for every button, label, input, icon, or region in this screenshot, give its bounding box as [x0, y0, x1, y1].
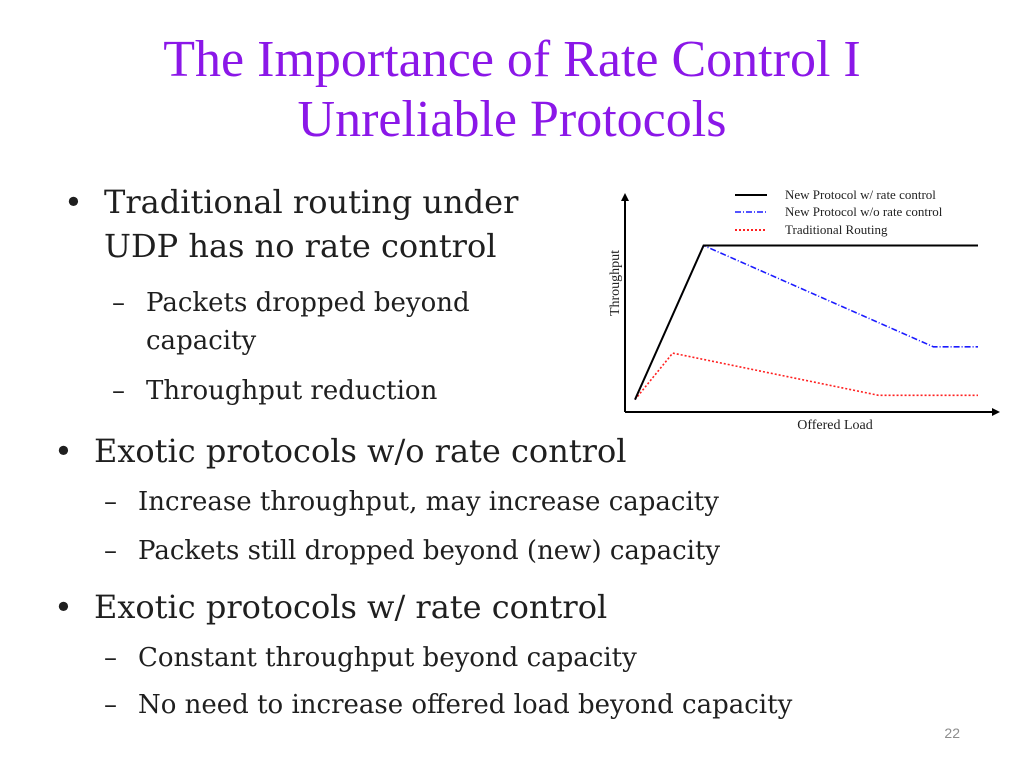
- legend: New Protocol w/ rate control New Protoco…: [735, 187, 943, 237]
- sub-bullet-item: – Throughput reduction: [112, 372, 438, 410]
- page-number: 22: [944, 725, 960, 741]
- dash-marker: –: [104, 487, 117, 517]
- bullet-item: • Exotic protocols w/ rate control: [54, 585, 608, 629]
- sub-bullet-item: – No need to increase offered load beyon…: [104, 686, 793, 724]
- sub-bullet-item: – Constant throughput beyond capacity: [104, 639, 637, 677]
- x-axis-label: Offered Load: [797, 418, 873, 433]
- sub-bullet-item: – Increase throughput, may increase capa…: [104, 483, 719, 521]
- sub-bullet-text-line: Packets dropped beyond: [146, 288, 470, 318]
- bullet-item: • Traditional routing under UDP has no r…: [64, 180, 519, 268]
- dash-marker: –: [104, 690, 117, 720]
- slide-title-line-1: The Importance of Rate Control I: [163, 31, 861, 88]
- bullet-text-line: Exotic protocols w/ rate control: [94, 588, 608, 626]
- bullet-marker: •: [54, 432, 73, 470]
- sub-bullet-item: – Packets dropped beyond capacity: [112, 284, 470, 360]
- series-lines: [634, 244, 978, 401]
- bullet-text-line: Exotic protocols w/o rate control: [94, 432, 627, 470]
- sub-bullet-text-line: Packets still dropped beyond (new) capac…: [138, 536, 721, 566]
- bullet-item: • Exotic protocols w/o rate control: [54, 429, 627, 473]
- series-line-new-protocol-w-o-rate-control: [634, 244, 978, 400]
- series-line-traditional-routing: [634, 352, 978, 401]
- dash-marker: –: [112, 288, 125, 318]
- legend-label: New Protocol w/o rate control: [785, 204, 943, 219]
- slide-title: The Importance of Rate Control I Unrelia…: [0, 30, 1024, 150]
- dash-marker: –: [104, 643, 117, 673]
- bullet-marker: •: [64, 183, 83, 221]
- bullet-text-line: Traditional routing under: [104, 183, 519, 221]
- bullet-text-line: UDP has no rate control: [104, 227, 497, 265]
- sub-bullet-text-line: No need to increase offered load beyond …: [138, 690, 793, 720]
- sub-bullet-text-line: Increase throughput, may increase capaci…: [138, 487, 719, 517]
- series-line-new-protocol-w-rate-control: [634, 244, 978, 401]
- sub-bullet-text-line: Constant throughput beyond capacity: [138, 643, 637, 673]
- legend-label: Traditional Routing: [785, 222, 888, 237]
- sub-bullet-item: – Packets still dropped beyond (new) cap…: [104, 532, 721, 570]
- bullet-marker: •: [54, 588, 73, 626]
- throughput-chart: Throughput Offered Load New Protocol w/ …: [608, 187, 1000, 433]
- sub-bullet-text-line: capacity: [146, 326, 257, 356]
- sub-bullet-text-line: Throughput reduction: [146, 376, 438, 406]
- dash-marker: –: [104, 536, 117, 566]
- y-axis-label: Throughput: [608, 250, 623, 316]
- slide-title-line-2: Unreliable Protocols: [297, 91, 727, 148]
- legend-label: New Protocol w/ rate control: [785, 187, 936, 202]
- dash-marker: –: [112, 376, 125, 406]
